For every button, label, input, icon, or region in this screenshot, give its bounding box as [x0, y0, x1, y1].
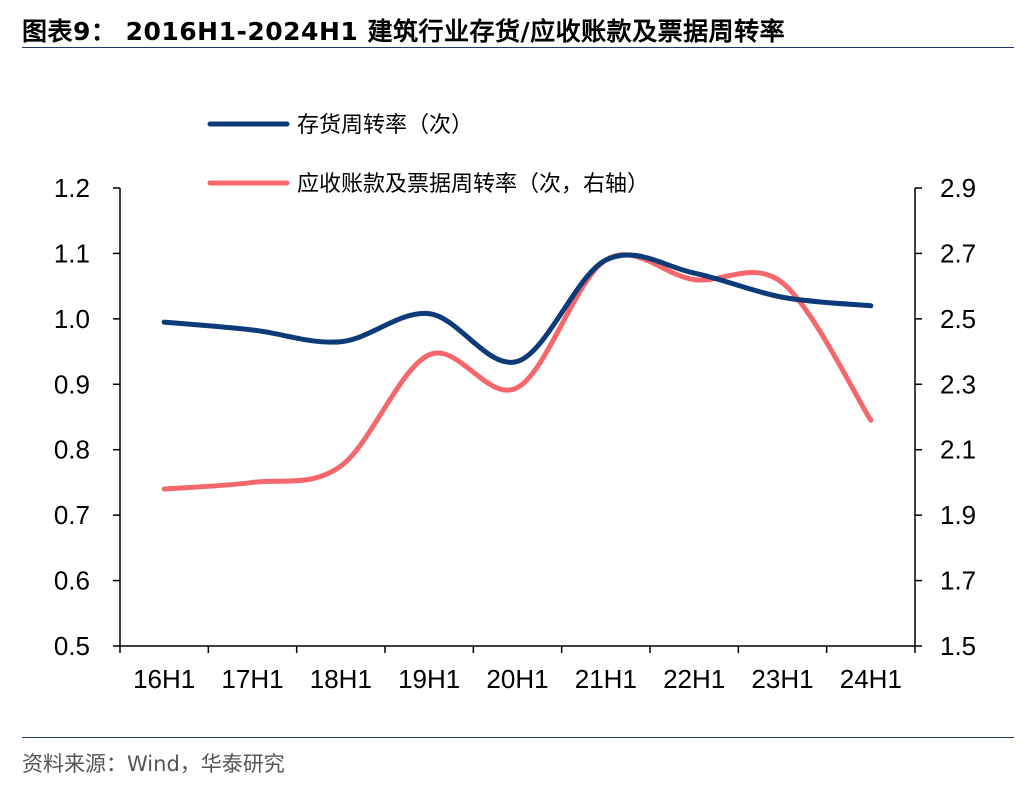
title-divider — [22, 47, 1014, 48]
x-tick-label: 17H1 — [221, 664, 283, 694]
y-right-tick-label: 2.7 — [940, 238, 976, 268]
x-tick-label: 19H1 — [398, 664, 460, 694]
y-right-tick-label: 2.3 — [940, 369, 976, 399]
y-left-tick-label: 1.1 — [54, 238, 90, 268]
x-tick-label: 23H1 — [751, 664, 813, 694]
y-left-tick-label: 1.0 — [54, 304, 90, 334]
y-left-tick-label: 0.9 — [54, 369, 90, 399]
x-tick-label: 16H1 — [133, 664, 195, 694]
y-right-tick-label: 2.5 — [940, 304, 976, 334]
y-left-tick-label: 1.2 — [54, 173, 90, 203]
legend-label: 应收账款及票据周转率（次，右轴） — [297, 172, 649, 197]
x-tick-label: 21H1 — [575, 664, 637, 694]
y-right-tick-label: 1.9 — [940, 500, 976, 530]
y-left-tick-label: 0.7 — [54, 500, 90, 530]
x-tick-label: 20H1 — [486, 664, 548, 694]
y-right-tick-label: 1.5 — [940, 631, 976, 661]
x-tick-label: 22H1 — [663, 664, 725, 694]
series-line-inventory — [161, 252, 874, 365]
x-tick-label: 24H1 — [840, 664, 902, 694]
y-left-tick-label: 0.6 — [54, 566, 90, 596]
chart-title: 图表9： 2016H1-2024H1 建筑行业存货/应收账款及票据周转率 — [22, 17, 786, 46]
source-note: 资料来源：Wind，华泰研究 — [22, 752, 285, 776]
y-right-tick-label: 1.7 — [940, 566, 976, 596]
source-divider — [22, 737, 1014, 738]
y-left-tick-label: 0.5 — [54, 631, 90, 661]
x-tick-label: 18H1 — [310, 664, 372, 694]
legend-label: 存货周转率（次） — [297, 113, 473, 138]
series-line-receivables — [161, 252, 874, 492]
y-left-tick-label: 0.8 — [54, 435, 90, 465]
y-right-tick-label: 2.9 — [940, 173, 976, 203]
y-right-tick-label: 2.1 — [940, 435, 976, 465]
